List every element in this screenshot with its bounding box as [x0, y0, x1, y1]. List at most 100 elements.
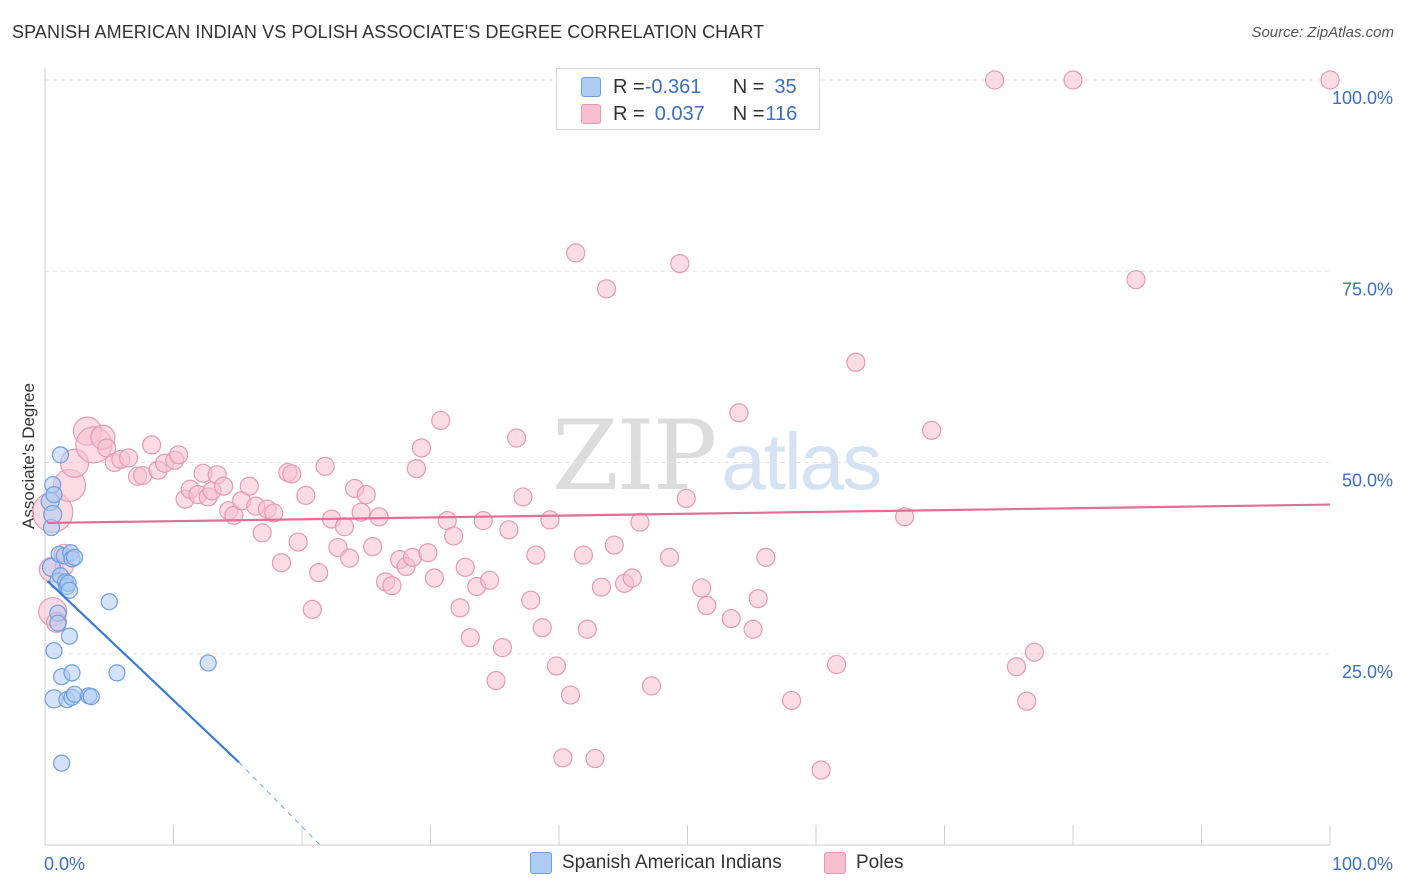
trend-line-blue [46, 580, 240, 764]
data-point-pink [573, 545, 594, 565]
data-point-pink [296, 485, 316, 505]
data-point-pink [560, 685, 581, 705]
data-point-pink [315, 456, 335, 476]
data-point-pink [351, 502, 371, 522]
data-point-pink [540, 510, 560, 530]
legend-item-poles[interactable]: Poles [824, 852, 904, 874]
data-point-pink [169, 445, 189, 465]
data-point-pink [641, 676, 662, 696]
data-point-pink [411, 438, 432, 458]
data-point-pink [721, 608, 741, 629]
r-label: R = [613, 75, 645, 98]
data-point-pink [1006, 657, 1027, 677]
data-point-pink [382, 576, 402, 596]
data-point-blue [60, 581, 79, 599]
data-point-pink [369, 507, 389, 527]
data-point-pink [486, 670, 506, 691]
legend-item-spanish-american-indians[interactable]: Spanish American Indians [530, 852, 782, 874]
data-point-pink [591, 577, 612, 597]
data-point-pink [566, 243, 586, 263]
data-point-pink [630, 512, 650, 532]
data-point-blue [45, 486, 63, 504]
data-point-blue [65, 548, 84, 566]
data-point-pink [214, 476, 234, 496]
data-point-pink [526, 545, 546, 565]
data-point-pink [604, 535, 624, 555]
correlation-legend: R = -0.361 N = 35 R = 0.037 N = 116 [556, 68, 820, 130]
data-point-pink [460, 628, 480, 648]
data-point-pink [450, 598, 470, 618]
data-point-pink [288, 532, 308, 552]
data-point-pink [334, 517, 355, 537]
data-point-pink [499, 520, 519, 540]
data-point-pink [895, 507, 915, 527]
data-point-pink [1063, 70, 1083, 90]
data-point-pink [748, 589, 768, 609]
r-value: -0.361 [644, 75, 702, 98]
data-point-pink [444, 526, 464, 546]
legend-swatch-pink [824, 852, 846, 874]
n-value: 116 [765, 102, 798, 125]
data-point-pink [1017, 691, 1037, 711]
data-point-pink [596, 279, 617, 299]
data-point-pink [239, 476, 259, 496]
data-point-pink [455, 557, 475, 577]
data-point-pink [1126, 270, 1146, 290]
data-point-blue [108, 664, 126, 682]
data-point-pink [781, 690, 802, 711]
data-point-pink [922, 420, 942, 440]
data-point-pink [826, 654, 847, 675]
data-point-blue [65, 685, 84, 703]
data-point-pink [697, 595, 717, 616]
data-point-pink [431, 410, 451, 431]
data-point-pink [506, 428, 527, 448]
data-point-blue [51, 446, 70, 464]
data-point-pink [846, 352, 866, 372]
data-point-blue [100, 593, 118, 611]
data-point-blue [60, 627, 79, 645]
watermark-atlas: atlas [721, 417, 882, 506]
n-label: N = [732, 102, 765, 125]
y-tick-label-100: 100.0% [1332, 88, 1393, 108]
legend-row-poles: R = 0.037 N = 116 [581, 102, 797, 126]
data-point-pink [118, 448, 139, 468]
data-point-blue [53, 754, 71, 772]
x-tick-label-max: 100.0% [1332, 854, 1393, 874]
data-point-pink [659, 547, 680, 567]
legend-swatch-blue [530, 852, 552, 874]
data-point-pink [811, 760, 831, 780]
data-point-pink [480, 570, 500, 590]
data-point-pink [271, 553, 292, 573]
data-point-pink [756, 547, 776, 567]
data-point-pink [577, 619, 597, 639]
y-axis-label: Associate's Degree [19, 383, 38, 529]
data-point-pink [743, 619, 763, 639]
data-point-blue [63, 664, 81, 682]
legend-label: Poles [856, 852, 904, 873]
r-value: 0.037 [654, 102, 705, 125]
data-point-pink [553, 748, 573, 768]
trend-line-extension-blue [238, 762, 321, 846]
data-point-pink [513, 487, 533, 507]
series-legend: Spanish American Indians Poles [0, 850, 1406, 880]
data-point-pink [729, 403, 749, 423]
data-point-pink [363, 537, 383, 557]
data-point-pink [264, 503, 284, 523]
r-label: R = [613, 102, 645, 125]
data-point-pink [1320, 70, 1340, 90]
data-point-pink [309, 563, 329, 583]
y-tick-label-75: 75.0% [1342, 279, 1393, 299]
data-point-pink [252, 523, 272, 543]
data-point-blue [43, 504, 63, 525]
y-tick-label-25: 25.0% [1342, 662, 1393, 682]
x-tick-label-min: 0.0% [44, 854, 85, 874]
data-point-pink [532, 618, 552, 638]
data-point-pink [985, 70, 1005, 90]
data-point-pink [676, 488, 696, 509]
data-point-pink [546, 656, 567, 676]
trend-line-pink [47, 503, 1331, 525]
source-label: Source: ZipAtlas.com [1251, 24, 1394, 41]
data-point-pink [418, 543, 438, 563]
legend-row-spanish-american-indians: R = -0.361 N = 35 [581, 75, 797, 99]
data-point-pink [142, 435, 162, 455]
